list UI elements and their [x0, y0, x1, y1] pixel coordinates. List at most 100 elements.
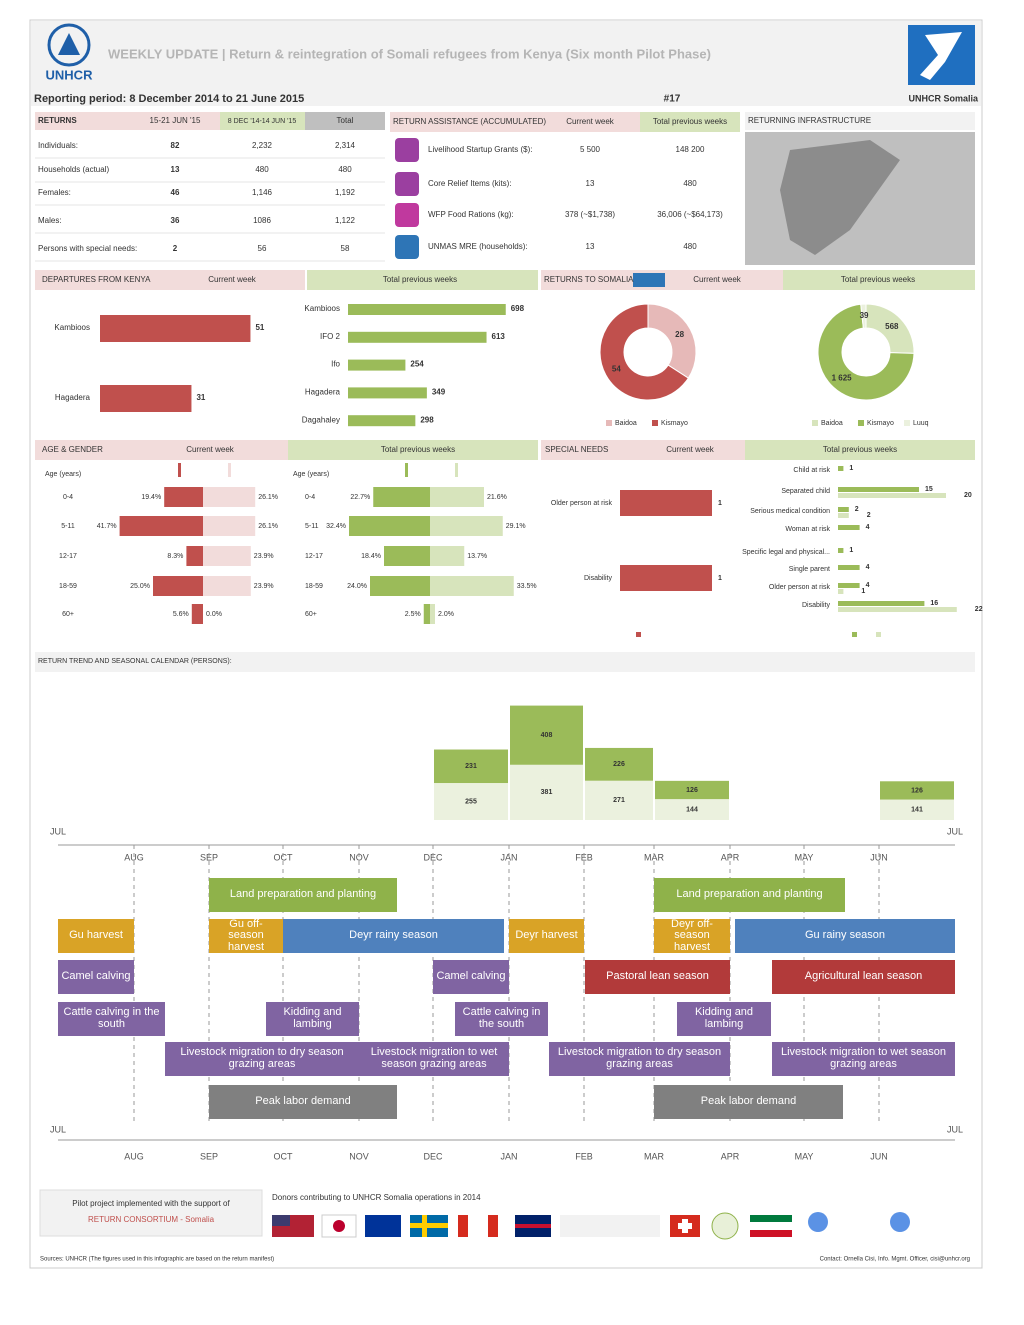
table-cell: 82 [171, 141, 180, 150]
bar [430, 516, 503, 536]
month-label: NOV [349, 852, 369, 862]
table-cell: 2 [173, 244, 178, 253]
table-cell: 36 [171, 216, 180, 225]
value-label: 141 [911, 807, 923, 814]
donor-flags [272, 1212, 910, 1240]
column-title: Current week [208, 275, 257, 284]
value-label: 2.0% [438, 611, 454, 618]
category-label: Older person at risk [769, 584, 831, 591]
value-label: 349 [432, 388, 446, 397]
bar [348, 387, 427, 399]
month-label: APR [721, 1151, 740, 1161]
value-label: 19.4% [141, 494, 161, 501]
map-land [780, 140, 900, 255]
age-label: 5-11 [305, 523, 319, 530]
bar [348, 359, 406, 371]
table-cell: Livelihood Startup Grants ($): [428, 145, 533, 154]
table-cell: 2,314 [335, 141, 356, 150]
month-label: NOV [349, 1151, 369, 1161]
bar [838, 507, 849, 512]
table-cell: 2,232 [252, 141, 273, 150]
org-name: UNHCR [46, 67, 94, 82]
section-title: AGE & GENDER [42, 445, 103, 454]
table-header: 15-21 JUN '15 [150, 116, 201, 125]
value-label: 8.3% [167, 553, 183, 560]
table-cell: 148 200 [676, 145, 705, 154]
table-cell: 480 [338, 165, 352, 174]
bar [838, 565, 860, 570]
value-label: 28 [675, 330, 684, 339]
footer-text: RETURN CONSORTIUM - Somalia [88, 1215, 215, 1224]
value-label: 2.5% [405, 611, 421, 618]
bar [423, 604, 430, 624]
header-bg [35, 270, 305, 290]
table-header: Total [337, 116, 354, 125]
bar [370, 576, 430, 596]
table-header: Total previous weeks [653, 117, 727, 126]
bar [434, 783, 508, 820]
bar [348, 304, 506, 315]
table-cell: Households (actual) [38, 165, 109, 174]
value-label: 4 [866, 564, 870, 571]
flag [468, 1215, 488, 1237]
value-label: 2 [855, 506, 859, 513]
bar [838, 583, 860, 588]
value-label: 23.9% [254, 583, 274, 590]
header-bg [783, 270, 975, 290]
value-label: 24.0% [347, 583, 367, 590]
column-title: Current week [666, 445, 715, 454]
table-cell: WFP Food Rations (kg): [428, 210, 514, 219]
legend-swatch [812, 420, 818, 426]
flag [272, 1215, 290, 1226]
bar [880, 799, 954, 820]
table-cell: 36,006 (~$64,173) [657, 210, 723, 219]
legend-swatch [858, 420, 864, 426]
bar [655, 780, 729, 800]
value-label: 271 [613, 797, 625, 804]
footer-text: Contact: Ornella Cisi, Info. Mgmt. Offic… [820, 1257, 970, 1263]
legend-label: Kismayo [867, 420, 894, 427]
month-label: FEB [575, 852, 593, 862]
table-cell: 480 [683, 242, 697, 251]
month-label: JUN [870, 1151, 888, 1161]
bar [348, 331, 487, 343]
value-label: 33.5% [517, 583, 537, 590]
month-label: MAR [644, 1151, 665, 1161]
donor-logos [560, 1215, 660, 1237]
bar [838, 525, 860, 530]
donor-logo [808, 1212, 828, 1232]
table-cell: 480 [255, 165, 269, 174]
bar [880, 781, 954, 800]
table-cell: Persons with special needs: [38, 244, 137, 253]
table-cell: 480 [683, 179, 697, 188]
column-title: Current week [186, 445, 235, 454]
table-header: 8 DEC '14-14 JUN '15 [228, 118, 297, 125]
bar [430, 604, 435, 624]
support-box [39, 1189, 263, 1237]
category-label: Specific legal and physical... [742, 549, 830, 556]
category-label: Separated child [781, 488, 830, 495]
legend-label: Baidoa [821, 420, 843, 427]
bar [585, 747, 653, 781]
value-label: 22.7% [350, 494, 370, 501]
value-label: 1 [849, 547, 853, 554]
section-title: RETURNING INFRASTRUCTURE [748, 116, 871, 125]
table-cell: 46 [171, 188, 180, 197]
legend-swatch [606, 420, 612, 426]
icon [395, 235, 419, 259]
bar [203, 516, 256, 536]
header-bg [390, 112, 640, 132]
legend-swatch [652, 420, 658, 426]
value-label: 39 [860, 311, 869, 320]
value-label: 16 [930, 600, 938, 607]
value-label: 21.6% [487, 494, 507, 501]
bar [838, 607, 957, 612]
value-label: 5.6% [173, 611, 189, 618]
category-label: Woman at risk [785, 526, 830, 533]
column-title: Total previous weeks [841, 275, 915, 284]
flag [750, 1222, 792, 1230]
bar [620, 565, 712, 591]
bar [119, 516, 203, 536]
bar [838, 493, 946, 498]
